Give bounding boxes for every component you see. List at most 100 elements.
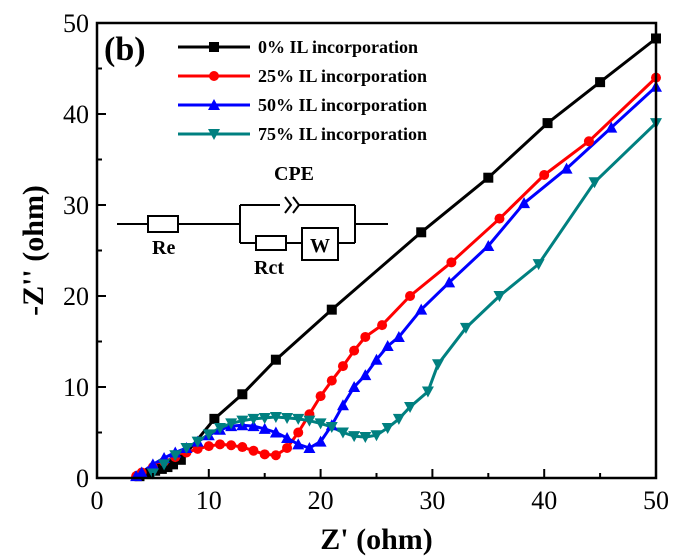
data-point: [208, 99, 220, 110]
data-point: [259, 449, 270, 460]
data-point: [156, 463, 167, 474]
data-point: [237, 389, 248, 400]
data-point: [270, 354, 281, 365]
data-point: [381, 340, 394, 352]
panel-label: (b): [104, 31, 146, 68]
data-point: [392, 413, 405, 425]
data-point: [303, 441, 316, 453]
x-tick-label: 10: [196, 486, 222, 515]
data-point: [146, 458, 159, 470]
cpe-label: CPE: [274, 163, 314, 185]
data-point: [247, 420, 260, 432]
legend-label: 50% IL incorporation: [258, 95, 427, 115]
data-point: [269, 426, 282, 438]
rct-label: Rct: [254, 257, 284, 279]
data-point: [404, 402, 417, 414]
data-point: [248, 445, 259, 456]
data-point: [169, 450, 182, 462]
data-point: [269, 412, 282, 424]
data-point: [377, 320, 388, 331]
data-point: [359, 369, 372, 381]
data-point: [370, 430, 383, 442]
data-point: [539, 169, 550, 180]
data-point: [237, 442, 248, 453]
data-point: [337, 361, 348, 372]
data-point: [459, 322, 472, 334]
data-point: [162, 462, 173, 473]
data-point: [518, 197, 531, 209]
data-point: [325, 422, 338, 434]
data-point: [494, 213, 505, 224]
plot-frame: [95, 21, 658, 480]
data-point: [431, 359, 444, 371]
y-axis-title: -Z'' (ohm): [17, 185, 50, 316]
data-point: [158, 459, 171, 471]
equivalent-circuit-diagram: CPE Re Rct W: [117, 163, 388, 279]
data-point: [281, 412, 294, 424]
data-point: [583, 136, 594, 147]
data-point: [392, 330, 405, 342]
data-point: [214, 439, 225, 450]
data-point: [303, 415, 316, 427]
data-point: [542, 118, 553, 129]
legend-label: 25% IL incorporation: [258, 66, 427, 86]
data-point: [208, 129, 220, 140]
data-point: [281, 431, 294, 443]
data-point: [225, 418, 238, 430]
data-point: [209, 413, 220, 424]
data-point: [315, 391, 326, 402]
data-point: [209, 42, 219, 52]
x-tick-label: 50: [643, 486, 669, 515]
x-tick-label: 20: [308, 486, 334, 515]
data-point: [168, 459, 179, 470]
data-point: [226, 440, 237, 451]
data-point: [370, 353, 383, 365]
y-tick-label: 10: [63, 373, 89, 402]
data-point: [493, 291, 506, 302]
y-tick-label: 20: [63, 282, 89, 311]
data-point: [443, 276, 456, 288]
data-point: [270, 450, 281, 461]
data-point: [349, 345, 360, 356]
legend: 0% IL incorporation 25% IL incorporation 5…: [178, 37, 427, 144]
data-point: [532, 259, 545, 271]
data-point: [292, 413, 305, 425]
data-point: [421, 386, 434, 398]
data-point: [175, 454, 186, 465]
data-point: [258, 422, 271, 434]
data-point: [135, 466, 148, 478]
data-point: [293, 427, 304, 438]
data-point: [236, 415, 249, 427]
legend-label: 75% IL incorporation: [258, 124, 427, 144]
y-tick-label: 40: [63, 100, 89, 129]
y-tick-label: 0: [76, 464, 89, 493]
data-point: [326, 304, 337, 315]
re-label: Re: [152, 237, 175, 259]
data-point: [359, 432, 372, 444]
data-point: [588, 177, 601, 189]
data-point: [314, 418, 327, 430]
data-point: [292, 438, 305, 450]
data-point: [482, 239, 495, 251]
data-point: [213, 422, 226, 434]
y-tick-label: 50: [63, 9, 89, 38]
data-point: [405, 291, 416, 301]
data-point: [180, 442, 193, 454]
data-point: [326, 375, 337, 386]
data-point: [314, 435, 327, 447]
data-point: [381, 422, 394, 434]
data-point: [415, 303, 428, 315]
x-tick-label: 30: [419, 486, 445, 515]
data-point: [203, 441, 214, 452]
data-point: [191, 436, 204, 448]
x-axis-title: Z' (ohm): [320, 523, 433, 556]
x-tick-label: 40: [531, 486, 557, 515]
data-point: [595, 77, 606, 88]
data-point: [247, 413, 260, 425]
data-point: [258, 412, 271, 424]
data-point: [336, 427, 349, 439]
data-point: [446, 257, 457, 268]
data-point: [202, 429, 215, 441]
data-point: [209, 71, 219, 81]
